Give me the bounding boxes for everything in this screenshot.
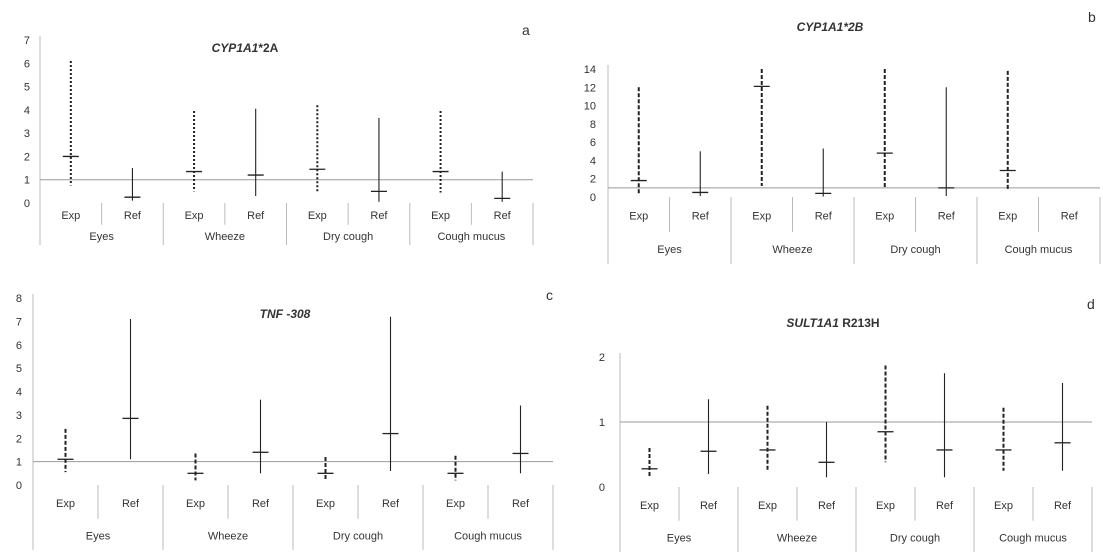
panel-a-ytick: 6 xyxy=(24,58,30,70)
panel-c-ytick: 6 xyxy=(16,340,22,352)
panel-b-category-label: Ref xyxy=(692,210,710,222)
panel-d-group-label: Wheeze xyxy=(777,532,817,544)
panel-d-ytick: 0 xyxy=(599,482,605,494)
panel-b-category-label: Ref xyxy=(815,210,833,222)
panel-d-title-rest: R213H xyxy=(839,316,880,330)
panel-c: TNF -308 c 0 1 2 3 4 5 6 7 8 Exp Ref Exp Ref Exp Ref Ex… xyxy=(16,287,554,550)
panel-a-group-label: Dry cough xyxy=(323,231,373,243)
panel-b-category-label: Exp xyxy=(629,210,648,222)
panel-d-title-gene: SULT1A1 xyxy=(786,316,839,330)
panel-b-category-label: Exp xyxy=(752,210,771,222)
panel-b-group-label: Eyes xyxy=(657,244,682,256)
panel-c-category-label: Ref xyxy=(512,498,530,510)
panel-d-category-label: Exp xyxy=(758,500,777,512)
panel-a-group-label: Cough mucus xyxy=(437,231,505,243)
panel-b-category-label: Ref xyxy=(1061,210,1079,222)
panel-b-ytick: 12 xyxy=(584,82,596,94)
panel-a-group-label: Eyes xyxy=(89,231,114,243)
panel-d-ytick: 1 xyxy=(599,417,605,429)
panel-d-group-label: Eyes xyxy=(667,532,692,544)
panel-b-ytick: 2 xyxy=(590,174,596,186)
panel-c-group-label: Cough mucus xyxy=(454,530,522,542)
panel-d-ytick: 2 xyxy=(599,352,605,364)
panel-d-category-label: Ref xyxy=(936,500,954,512)
panel-a-category-label: Exp xyxy=(431,210,450,222)
panel-c-ytick: 8 xyxy=(16,293,22,305)
panel-c-group-label: Dry cough xyxy=(333,530,383,542)
panel-a-ytick: 0 xyxy=(24,198,30,210)
panel-c-ytick: 0 xyxy=(16,480,22,492)
panel-d-category-label: Exp xyxy=(994,500,1013,512)
panel-c-title: TNF -308 xyxy=(260,307,311,321)
panel-b-ytick: 6 xyxy=(590,137,596,149)
panel-c-ytick: 7 xyxy=(16,316,22,328)
panel-d: SULT1A1 R213H d 0 1 2 Exp Ref Exp Ref Exp Ref Exp… xyxy=(599,296,1095,552)
panel-c-ytick: 1 xyxy=(16,457,22,469)
panel-d-category-label: Exp xyxy=(640,500,659,512)
panel-c-category-label: Exp xyxy=(186,498,205,510)
panel-a-title-rest: *2A xyxy=(258,41,278,55)
panel-d-category-label: Ref xyxy=(818,500,836,512)
panel-c-category-label: Exp xyxy=(446,498,465,510)
panel-a-ytick: 4 xyxy=(24,105,30,117)
panel-c-group-label: Wheeze xyxy=(208,530,248,542)
panel-d-category-label: Ref xyxy=(700,500,718,512)
panel-a-title-gene: CYP1A1 xyxy=(212,41,259,55)
panel-b-group-label: Cough mucus xyxy=(1005,244,1073,256)
panel-c-letter: c xyxy=(546,287,553,303)
panel-a: CYP1A1*2A a 0 1 2 3 4 5 6 7 Exp Ref Exp Ref Exp Ref Ex… xyxy=(24,22,534,245)
panel-b-ytick: 4 xyxy=(590,155,596,167)
panel-c-category-label: Exp xyxy=(56,498,75,510)
panel-a-category-label: Exp xyxy=(185,210,204,222)
panel-c-category-label: Exp xyxy=(316,498,335,510)
panel-b-group-label: Dry cough xyxy=(890,244,940,256)
panel-d-group-label: Dry cough xyxy=(890,532,940,544)
panel-b: CYP1A1*2B b 0 2 4 6 8 10 12 14 Exp Ref Exp Ref Exp Re… xyxy=(584,9,1101,264)
panel-a-category-label: Exp xyxy=(61,210,80,222)
panel-a-ytick: 5 xyxy=(24,82,30,94)
panel-b-category-label: Exp xyxy=(998,210,1017,222)
panel-b-group-label: Wheeze xyxy=(772,244,812,256)
panel-c-ytick: 5 xyxy=(16,363,22,375)
panel-a-category-label: Ref xyxy=(124,210,142,222)
panel-a-category-label: Ref xyxy=(370,210,388,222)
panel-a-category-label: Ref xyxy=(247,210,265,222)
panel-c-ytick: 4 xyxy=(16,387,22,399)
panel-a-letter: a xyxy=(522,22,530,38)
panel-d-category-label: Ref xyxy=(1054,500,1072,512)
panel-a-category-label: Exp xyxy=(308,210,327,222)
panel-b-title: CYP1A1*2B xyxy=(797,20,864,34)
panel-b-ytick: 8 xyxy=(590,119,596,131)
panel-d-group-label: Cough mucus xyxy=(999,532,1067,544)
panel-a-ytick: 3 xyxy=(24,128,30,140)
panel-a-ytick: 1 xyxy=(24,175,30,187)
panel-b-ytick: 14 xyxy=(584,64,596,76)
panel-b-category-label: Ref xyxy=(938,210,956,222)
panel-d-title: SULT1A1 R213H xyxy=(786,316,879,330)
panel-a-title: CYP1A1*2A xyxy=(212,41,279,55)
panel-b-letter: b xyxy=(1088,9,1096,25)
panel-b-ytick: 10 xyxy=(584,101,596,113)
panel-c-ytick: 3 xyxy=(16,410,22,422)
panel-d-category-label: Exp xyxy=(876,500,895,512)
panel-c-category-label: Ref xyxy=(122,498,140,510)
panel-a-category-label: Ref xyxy=(494,210,512,222)
panel-c-group-label: Eyes xyxy=(86,530,111,542)
panel-b-ytick: 0 xyxy=(590,192,596,204)
panel-a-ytick: 2 xyxy=(24,151,30,163)
panel-c-ytick: 2 xyxy=(16,433,22,445)
panel-d-letter: d xyxy=(1087,296,1095,312)
panel-c-category-label: Ref xyxy=(252,498,270,510)
panel-c-category-label: Ref xyxy=(382,498,400,510)
panel-a-group-label: Wheeze xyxy=(205,231,245,243)
panel-b-category-label: Exp xyxy=(875,210,894,222)
panel-a-ytick: 7 xyxy=(24,35,30,47)
